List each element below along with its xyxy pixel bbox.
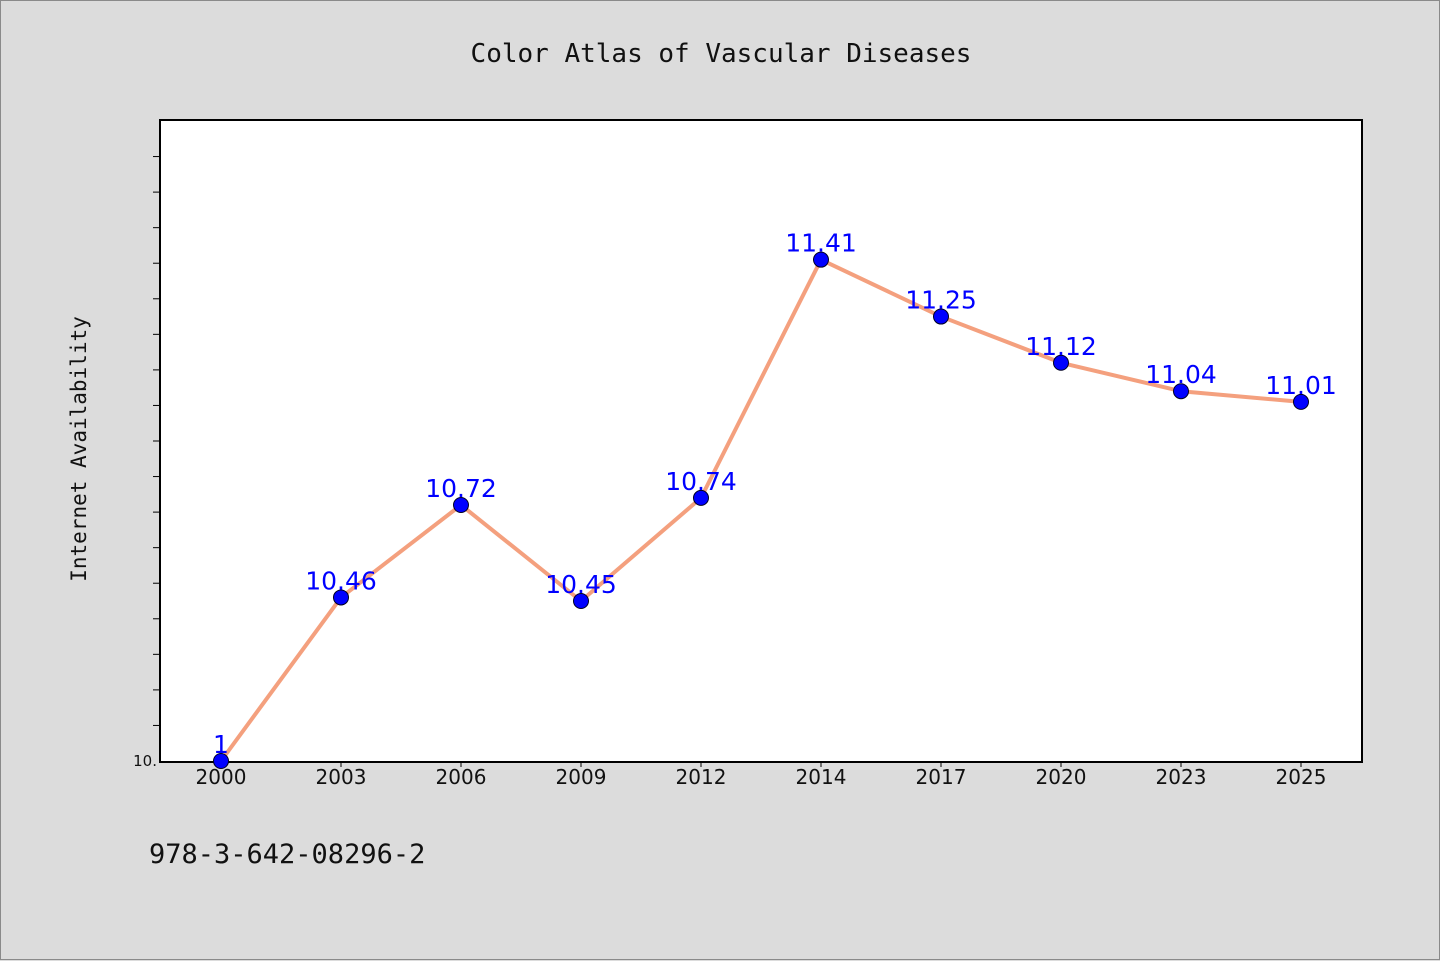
data-point <box>813 251 829 268</box>
y-tick-label: 10. <box>133 752 157 770</box>
x-tick-label: 2012 <box>676 765 727 789</box>
series-line <box>219 257 1303 763</box>
x-tick-label: 2025 <box>1276 765 1327 789</box>
data-point <box>213 753 229 769</box>
data-label: 10.74 <box>665 467 737 496</box>
data-point <box>1053 354 1069 371</box>
data-point <box>933 308 949 325</box>
x-tick-label: 2020 <box>1036 765 1087 789</box>
data-label: 1 <box>213 730 229 759</box>
series-group <box>213 251 1309 769</box>
data-point <box>693 489 709 506</box>
data-label: 11.04 <box>1145 360 1217 389</box>
data-point <box>1293 393 1309 410</box>
x-tick-label: 2017 <box>916 765 967 789</box>
x-tick-label: 2009 <box>556 765 607 789</box>
data-label: 11.12 <box>1025 332 1097 361</box>
data-label: 10.46 <box>305 566 377 595</box>
data-point <box>333 589 349 606</box>
isbn-footer: 978-3-642-08296-2 <box>149 839 425 870</box>
data-label: 10.72 <box>425 474 497 503</box>
data-labels-group: 1 10.46 10.72 10.45 10.74 11.41 11.25 11.12 11.0… <box>213 229 1337 759</box>
data-point <box>573 593 589 609</box>
data-label: 10.45 <box>545 570 617 599</box>
plot-area <box>159 119 1363 763</box>
data-label: 11.41 <box>785 229 857 258</box>
data-label: 11.01 <box>1265 371 1337 400</box>
chart-title: Color Atlas of Vascular Diseases <box>471 39 972 69</box>
x-tick-label: 2023 <box>1156 765 1207 789</box>
data-label: 11.25 <box>905 286 977 315</box>
axis-ticks: 10.2000 2003 2006 2009 2012 2014 2017 2020 2023 2… <box>133 156 1327 789</box>
data-point <box>1173 383 1189 400</box>
y-axis-label: Internet Availability <box>67 316 91 582</box>
x-tick-label: 2014 <box>796 765 847 789</box>
x-tick-label: 2006 <box>436 765 487 789</box>
x-tick-label: 2003 <box>316 765 367 789</box>
data-point <box>453 497 469 513</box>
